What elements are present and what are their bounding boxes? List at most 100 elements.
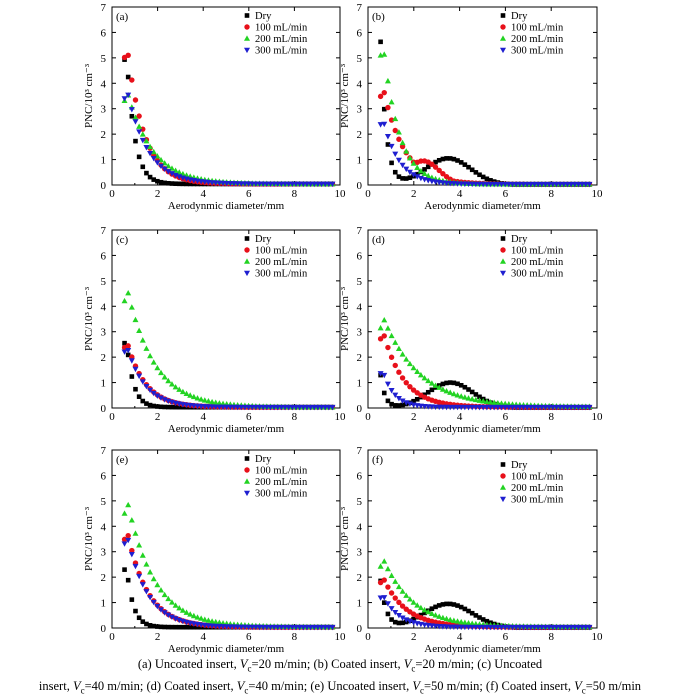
series bbox=[122, 341, 335, 410]
cutting-speed-symbol: V bbox=[73, 679, 81, 693]
data-point bbox=[133, 139, 138, 144]
caption-line-1: (a) Uncoated insert, Vc=20 m/min; (b) Co… bbox=[0, 656, 680, 678]
x-tick-label: 6 bbox=[246, 631, 252, 643]
data-point bbox=[147, 569, 153, 574]
data-point bbox=[122, 510, 128, 515]
data-point bbox=[382, 577, 387, 582]
data-point bbox=[385, 382, 391, 387]
y-tick-label: 3 bbox=[357, 547, 363, 559]
data-point bbox=[385, 78, 391, 83]
x-tick-label: 4 bbox=[457, 188, 463, 200]
legend-label: 300 mL/min bbox=[511, 269, 564, 280]
y-tick-label: 7 bbox=[101, 225, 107, 237]
caption-part-6: =40 m/min; (e) Uncoated insert, bbox=[248, 679, 412, 693]
data-point bbox=[151, 359, 157, 364]
legend-marker bbox=[244, 24, 249, 29]
x-tick-label: 2 bbox=[411, 631, 417, 643]
data-point bbox=[400, 375, 405, 380]
y-tick-label: 4 bbox=[357, 521, 363, 533]
legend-marker bbox=[500, 247, 505, 252]
y-axis-label: PNC/10³ cm⁻³ bbox=[83, 506, 95, 571]
data-point bbox=[393, 363, 398, 368]
legend-label: 100 mL/min bbox=[255, 466, 308, 477]
x-tick-label: 0 bbox=[365, 631, 371, 643]
x-tick-label: 10 bbox=[335, 411, 347, 423]
legend-label: Dry bbox=[511, 234, 528, 245]
data-point bbox=[140, 131, 146, 136]
y-tick-label: 5 bbox=[357, 276, 363, 288]
data-point bbox=[132, 530, 138, 535]
y-tick-label: 1 bbox=[357, 378, 363, 390]
x-tick-label: 2 bbox=[155, 411, 161, 423]
series bbox=[122, 533, 335, 630]
legend-label: 300 mL/min bbox=[255, 489, 308, 500]
cutting-speed-symbol: V bbox=[240, 657, 248, 671]
data-point bbox=[378, 40, 383, 45]
data-point bbox=[393, 170, 398, 175]
x-tick-label: 6 bbox=[246, 411, 252, 423]
y-tick-label: 3 bbox=[357, 327, 363, 339]
x-tick-label: 10 bbox=[335, 631, 347, 643]
x-tick-label: 4 bbox=[200, 411, 206, 423]
x-tick-label: 8 bbox=[548, 631, 554, 643]
data-point bbox=[385, 566, 391, 571]
y-tick-label: 0 bbox=[101, 623, 107, 635]
x-tick-label: 10 bbox=[592, 188, 604, 200]
data-point bbox=[140, 582, 146, 587]
x-tick-label: 0 bbox=[109, 188, 115, 200]
legend-marker bbox=[500, 258, 506, 263]
x-tick-label: 2 bbox=[411, 188, 417, 200]
y-tick-label: 3 bbox=[101, 547, 107, 559]
x-tick-label: 2 bbox=[155, 188, 161, 200]
legend-label: 100 mL/min bbox=[511, 23, 564, 34]
y-tick-label: 7 bbox=[101, 445, 107, 457]
legend-label: 100 mL/min bbox=[255, 246, 308, 257]
y-tick-label: 3 bbox=[357, 104, 363, 116]
figure-caption: (a) Uncoated insert, Vc=20 m/min; (b) Co… bbox=[0, 656, 680, 692]
legend-label: Dry bbox=[511, 11, 528, 22]
data-point bbox=[392, 340, 398, 345]
data-point bbox=[158, 587, 164, 592]
legend-label: 300 mL/min bbox=[255, 269, 308, 280]
data-point bbox=[143, 346, 149, 351]
caption-part-4: insert, bbox=[39, 679, 73, 693]
data-point bbox=[147, 353, 153, 358]
panel-label: (c) bbox=[116, 234, 129, 246]
y-tick-label: 3 bbox=[101, 104, 107, 116]
legend-marker bbox=[500, 484, 506, 489]
x-tick-label: 8 bbox=[548, 411, 554, 423]
y-axis-label: PNC/10³ cm⁻³ bbox=[339, 63, 351, 128]
data-point bbox=[129, 517, 135, 522]
legend-marker bbox=[500, 271, 506, 276]
y-tick-label: 1 bbox=[101, 155, 107, 167]
caption-part-3: =20 m/min; (c) Uncoated bbox=[415, 657, 542, 671]
y-axis-label: PNC/10³ cm⁻³ bbox=[83, 286, 95, 351]
data-point bbox=[130, 114, 135, 119]
data-point bbox=[389, 388, 395, 393]
x-tick-label: 4 bbox=[200, 188, 206, 200]
series bbox=[122, 53, 335, 187]
y-tick-label: 0 bbox=[357, 180, 363, 192]
data-point bbox=[132, 317, 138, 322]
legend-label: 200 mL/min bbox=[255, 477, 308, 488]
data-point bbox=[154, 582, 160, 587]
x-tick-label: 0 bbox=[365, 411, 371, 423]
y-tick-label: 5 bbox=[357, 496, 363, 508]
y-tick-label: 2 bbox=[101, 129, 107, 141]
data-point bbox=[385, 584, 390, 589]
caption-part-2: =20 m/min; (b) Coated insert, bbox=[252, 657, 404, 671]
y-tick-label: 1 bbox=[101, 378, 107, 390]
data-point bbox=[392, 578, 398, 583]
caption-part-7: =50 m/min; (f) Coated insert, bbox=[424, 679, 574, 693]
legend-marker bbox=[244, 478, 250, 483]
y-axis-label: PNC/10³ cm⁻³ bbox=[339, 286, 351, 351]
legend-label: 200 mL/min bbox=[511, 257, 564, 268]
x-tick-label: 0 bbox=[109, 631, 115, 643]
legend-label: 100 mL/min bbox=[255, 23, 308, 34]
data-point bbox=[136, 123, 142, 128]
data-point bbox=[125, 53, 130, 58]
data-point bbox=[129, 552, 135, 557]
data-point bbox=[130, 597, 135, 602]
